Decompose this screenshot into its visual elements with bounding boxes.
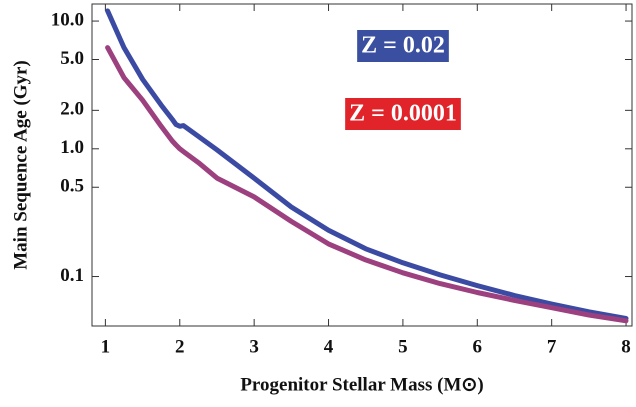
x-tick-label: 7 [547,336,557,357]
y-axis-label: Main Sequence Age (Gyr) [10,60,31,270]
x-tick-label: 5 [398,336,408,357]
annotation-text: Z = 0.0001 [349,101,457,127]
series-line [105,45,629,324]
y-tick-label: 0.1 [60,265,84,286]
plot-frame [91,3,633,327]
annotation-box [345,98,461,130]
x-tick-label: 2 [175,336,185,357]
annotation: Z = 0.0001 [345,98,461,130]
series-line [105,8,629,321]
annotation-box [357,30,449,62]
y-tick-label: 1.0 [60,137,84,158]
x-tick-label: 8 [621,336,631,357]
x-tick-label: 3 [249,336,259,357]
x-tick-label: 4 [324,336,334,357]
x-tick-label: 6 [473,336,483,357]
annotation: Z = 0.02 [357,30,449,62]
y-tick-label: 2.0 [60,99,84,120]
x-tick-label: 1 [101,336,111,357]
y-tick-label: 0.5 [60,176,84,197]
annotation-text: Z = 0.02 [361,33,445,59]
x-axis-label: Progenitor Stellar Mass (M⊙) [240,374,483,395]
y-tick-label: 10.0 [51,9,84,30]
y-tick-label: 5.0 [60,48,84,69]
